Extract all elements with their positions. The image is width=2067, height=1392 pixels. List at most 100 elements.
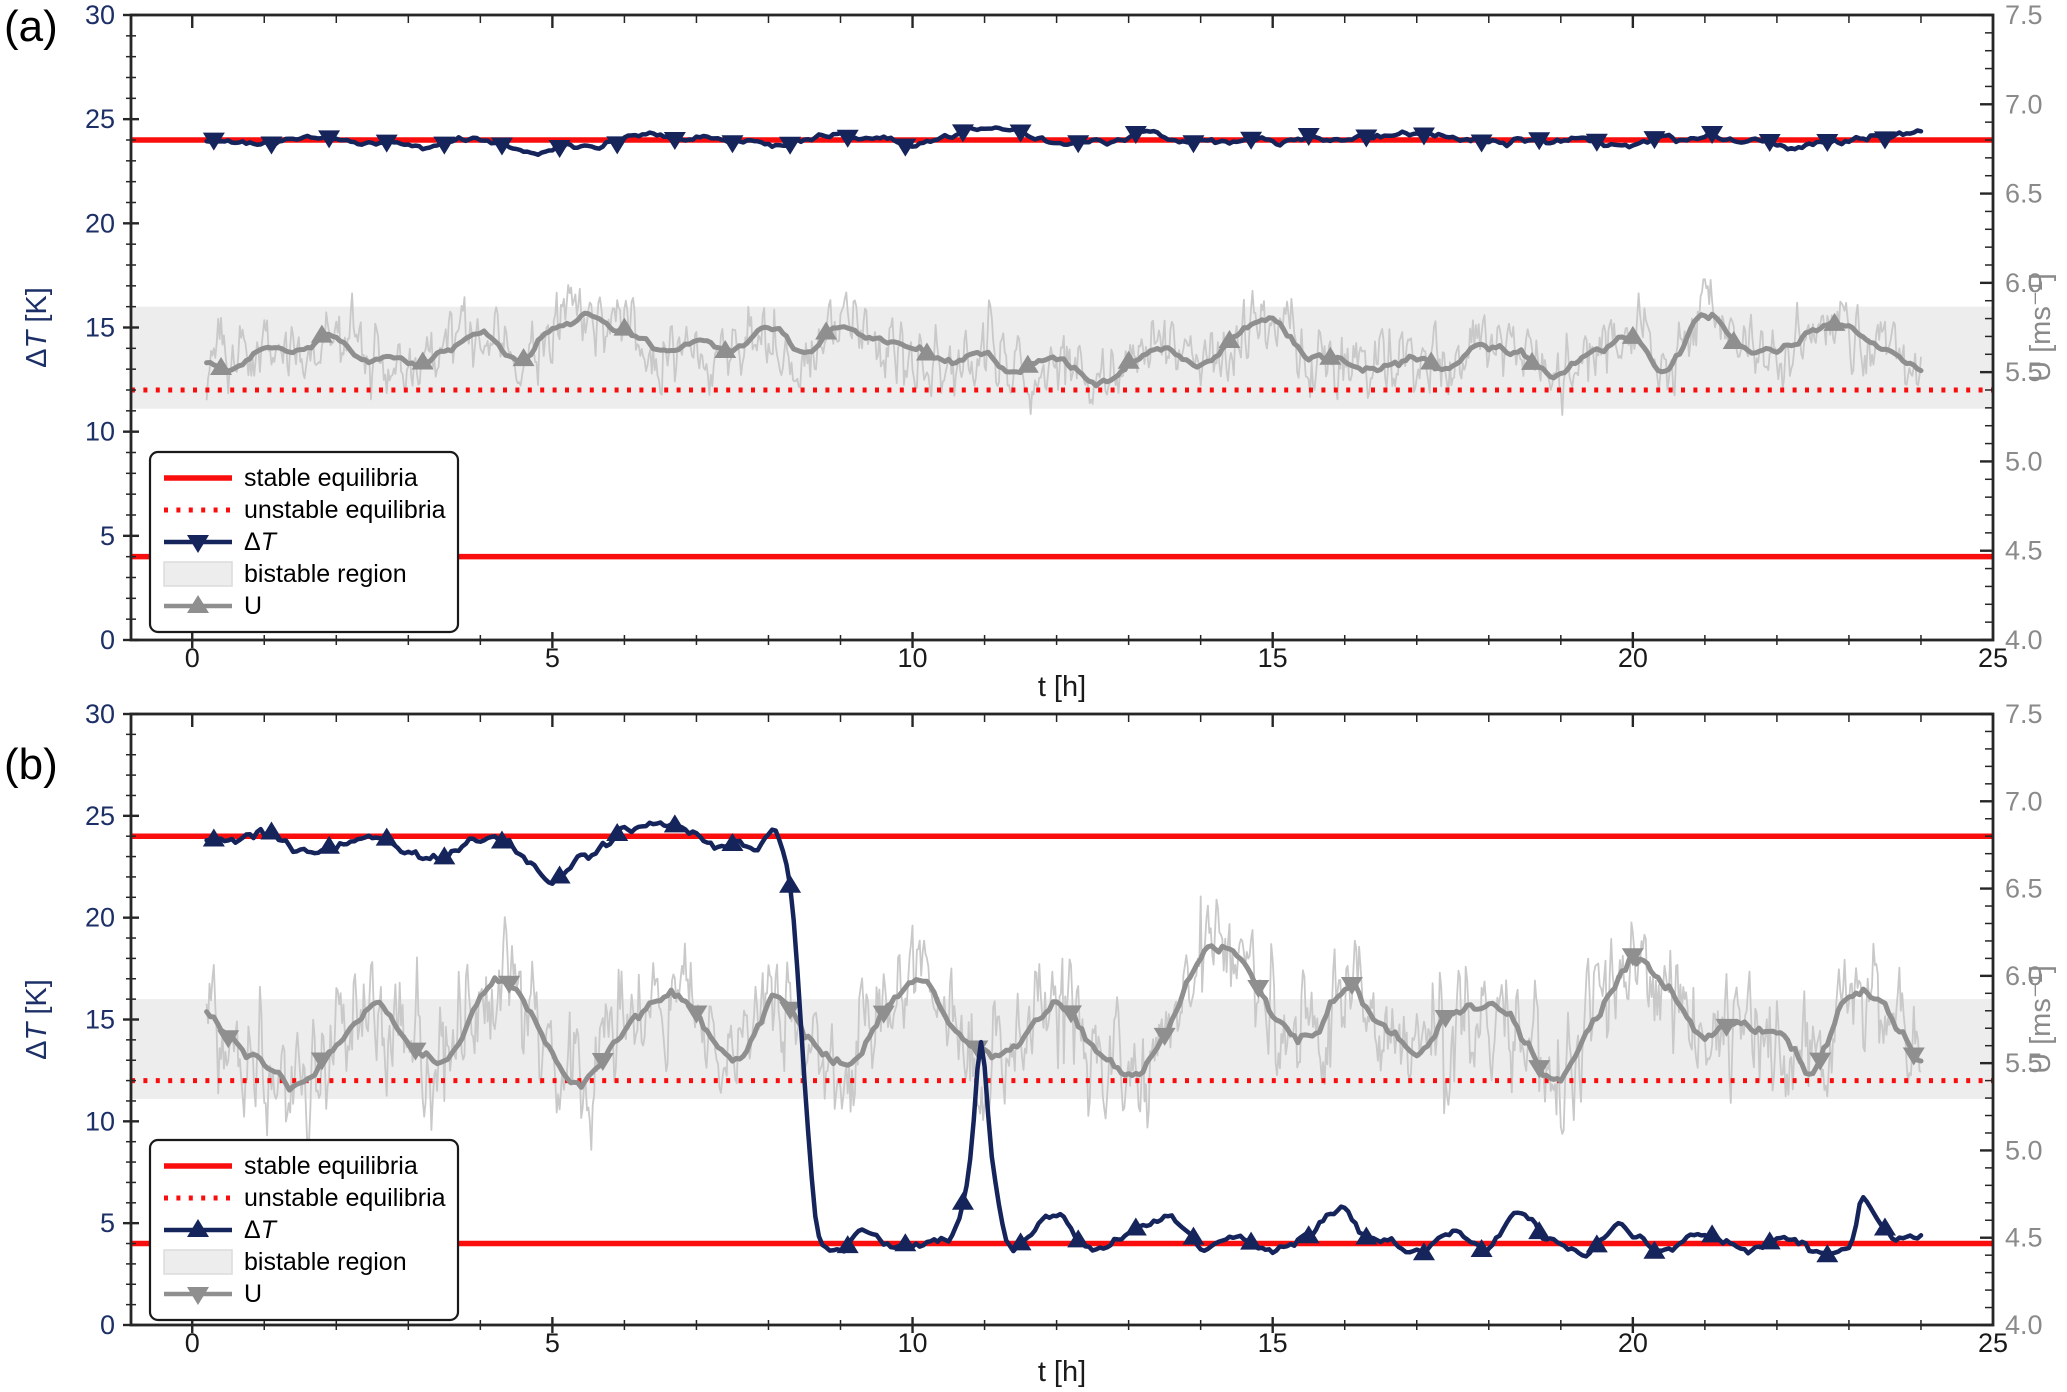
u-raw-series [205,895,1922,1151]
delta-t-series-marker [1009,1232,1032,1251]
delta-t-series-marker [1816,1244,1839,1263]
y-left-tick-label: 5 [100,1208,115,1238]
u-series-marker [685,1005,708,1024]
delta-t-series-marker [1528,1221,1551,1240]
u-series-marker [1016,354,1039,373]
y-left-tick-label: 0 [100,1310,115,1340]
legend-marker-sample [187,595,209,613]
u-series-marker [915,342,938,361]
legend-label: unstable equilibria [244,1184,446,1212]
axis-ticks [123,712,1993,1333]
delta-t-series-marker [894,1233,917,1252]
u-series-marker [779,1001,802,1020]
delta-t-series-marker [1355,1226,1378,1245]
legend-marker-sample [187,535,209,553]
u-series-marker [411,351,434,370]
legend-item--t: ΔT [164,528,278,556]
delta-t-series-marker [1758,133,1781,152]
delta-t-series-marker [1355,129,1378,148]
delta-t-series-marker [663,132,686,151]
delta-t-series-marker [375,827,398,846]
y-right-tick-label: 7.0 [2005,89,2043,119]
delta-t-series-marker [1470,1238,1493,1257]
y-left-tick-label: 25 [85,104,115,134]
delta-t-series-marker [663,814,686,833]
delta-t-series-marker [1124,126,1147,145]
delta-t-series-marker [1643,1240,1666,1259]
delta-t-series-marker [1182,1226,1205,1245]
y-left-tick-label: 15 [85,313,115,343]
y-left-tick-label: 30 [85,699,115,729]
u-series-marker [1528,1060,1551,1079]
delta-t-series-marker [951,1191,974,1210]
u-series-marker [872,1005,895,1024]
u-series-marker [1420,351,1443,370]
x-tick-labels: 0 5 10 15 20 25 [185,1328,2008,1358]
x-tick-label: 0 [185,643,200,673]
legend-item-stable-equilibria: stable equilibria [164,464,418,492]
x-tick-label: 15 [1258,1328,1288,1358]
legend-label: bistable region [244,560,407,588]
y-left-tick-label: 15 [85,1005,115,1035]
delta-t-series-marker [1412,127,1435,146]
y-right-tick-label: 4.5 [2005,536,2043,566]
delta-t-series-marker [1182,135,1205,154]
delta-t-series-marker [1585,1234,1608,1253]
delta-t-series-marker [1297,128,1320,147]
y-left-tick-label: 5 [100,521,115,551]
legend-box [148,450,460,634]
delta-t-series-marker [1528,132,1551,151]
legend-label: U [244,1280,262,1308]
panel-a-label: (a) [4,2,58,51]
legend-label: stable equilibria [244,1152,418,1180]
delta-t-series-marker [779,874,802,893]
y-left-tick-label: 25 [85,801,115,831]
legend-label: unstable equilibria [244,496,446,524]
x-tick-label: 10 [898,643,928,673]
legend-item-bistable-region: bistable region [163,1248,407,1276]
delta-t-series-marker [779,136,802,155]
delta-t-series-marker [1240,131,1263,150]
y-left-tick-label: 20 [85,208,115,238]
y-left-tick-label: 30 [85,0,115,30]
delta-t-series-marker [1585,133,1608,152]
delta-t-series-marker [1470,134,1493,153]
legend-item-unstable-equilibria: unstable equilibria [164,1184,446,1212]
delta-t-series-marker [1412,1242,1435,1261]
y-left-tick-label: 0 [100,625,115,655]
y-right-tick-label: 6.5 [2005,179,2043,209]
u-series-marker [815,321,838,340]
axis-ticks [123,13,1993,648]
delta-t-series-marker [548,865,571,884]
y-right-axis-label: U [ms⁻¹] [2025,273,2057,382]
u-series-marker [1153,1027,1176,1046]
u-series-marker [1247,979,1270,998]
y-left-axis-label: ΔT [K] [21,287,53,368]
legend-box [148,1138,460,1322]
delta-t-series-marker [721,135,744,154]
u-series-marker [404,1042,427,1061]
u-series-marker [714,340,737,359]
y-left-tick-labels: 0 5 10 15 20 25 30 [85,0,115,655]
panel-b: 0 5 10 15 20 25 0 5 10 15 20 25 30 4.0 4.5 5.0 5.5 6.0 6.5… [21,699,2057,1388]
u-series-marker [217,1030,240,1049]
u-series-marker [1319,346,1342,365]
delta-t-series-marker [548,140,571,159]
u-series-marker [1340,976,1363,995]
legend-item-bistable-region: bistable region [163,560,407,588]
delta-t-series-marker [490,830,513,849]
delta-t-series-marker [490,137,513,156]
delta-t-series-marker [836,129,859,148]
u-series-marker [591,1053,614,1072]
y-right-tick-label: 5.0 [2005,446,2043,476]
u-series-marker [1434,1010,1457,1029]
delta-t-series-marker [318,130,341,149]
delta-t-series-marker [1009,124,1032,143]
x-tick-label: 25 [1978,1328,2008,1358]
u-raw-series [205,278,1922,416]
delta-t-series-marker [1758,1231,1781,1250]
delta-t-series-marker [1067,1229,1090,1248]
legend-item-u: U [164,592,262,620]
u-series-marker [310,1052,333,1071]
